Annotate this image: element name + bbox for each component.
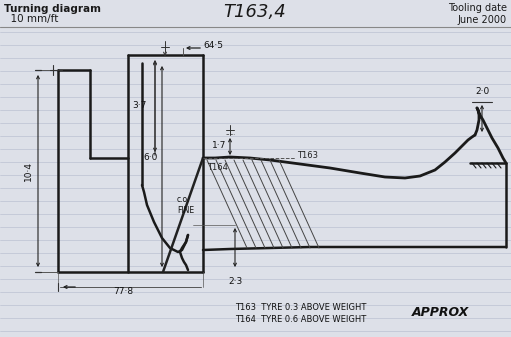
Text: 6·0: 6·0 [144, 153, 158, 162]
Text: Turning diagram: Turning diagram [4, 4, 101, 14]
Text: 10 mm/ft: 10 mm/ft [4, 14, 58, 24]
Text: 77·8: 77·8 [113, 287, 133, 297]
Text: T163  TYRE 0.3 ABOVE WEIGHT: T163 TYRE 0.3 ABOVE WEIGHT [235, 304, 366, 312]
Text: Tooling date
June 2000: Tooling date June 2000 [448, 3, 507, 25]
Text: c.o.
FINE: c.o. FINE [177, 195, 194, 215]
Text: T163: T163 [297, 151, 318, 159]
Text: 2·3: 2·3 [228, 277, 242, 286]
Text: 1·7: 1·7 [212, 142, 226, 151]
Text: 3·7: 3·7 [133, 100, 147, 110]
Text: 2·0: 2·0 [475, 88, 489, 96]
Text: 64·5: 64·5 [203, 41, 223, 51]
Text: 10·4: 10·4 [24, 161, 33, 181]
Text: APPROX: APPROX [411, 306, 469, 318]
Text: T163,4: T163,4 [224, 3, 286, 21]
Text: T164  TYRE 0.6 ABOVE WEIGHT: T164 TYRE 0.6 ABOVE WEIGHT [235, 314, 366, 324]
Text: T164: T164 [207, 162, 228, 172]
